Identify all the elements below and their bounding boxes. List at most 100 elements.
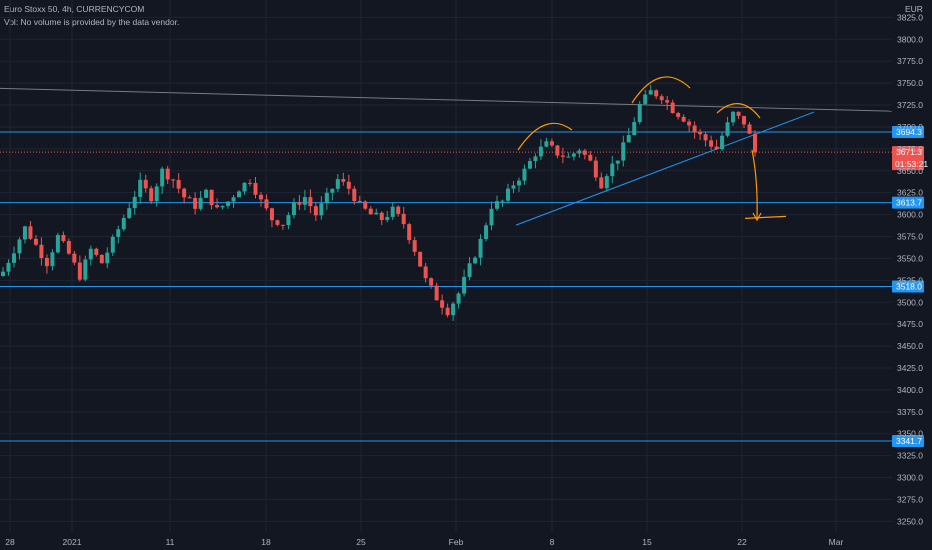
price-axis[interactable]: 3825.0 3800.0 3775.0 3750.0 3725.0 3700.0 3675…	[897, 4, 923, 526]
candle-body	[390, 206, 395, 217]
y-tick-label: 3500.0	[897, 297, 923, 307]
candle-body	[560, 155, 565, 157]
candle-body	[538, 146, 543, 157]
candle	[478, 234, 483, 266]
level-price-label: 3613.7	[896, 198, 922, 208]
candle-body	[681, 116, 686, 122]
candle	[61, 231, 66, 243]
candle-body	[753, 133, 757, 153]
head-arc	[631, 76, 691, 104]
candle	[714, 139, 719, 151]
candle-body	[44, 257, 49, 267]
candle	[522, 164, 527, 185]
candle	[280, 224, 285, 230]
candle-body	[714, 146, 719, 150]
candle	[648, 84, 653, 95]
pattern-annotations	[517, 76, 787, 222]
candle-body	[66, 241, 71, 254]
candle-body	[566, 156, 571, 158]
candle-body	[577, 150, 582, 154]
candle	[346, 174, 351, 195]
candle	[313, 202, 318, 221]
candle	[385, 211, 390, 223]
candle-body	[742, 115, 747, 125]
candle-body	[698, 131, 703, 135]
candle	[286, 212, 291, 230]
candle	[753, 130, 757, 157]
candle-body	[456, 293, 461, 304]
candle-body	[39, 244, 44, 258]
candle-body	[599, 177, 604, 189]
candle-body	[204, 189, 209, 198]
candle-body	[346, 181, 351, 189]
candle-body	[176, 180, 181, 189]
candle-body	[670, 102, 675, 114]
candle-body	[637, 103, 642, 123]
candle	[626, 127, 631, 143]
candle	[198, 190, 203, 211]
level-price-label: 3694.3	[896, 127, 922, 137]
candle	[637, 100, 642, 125]
candle	[319, 196, 324, 220]
candle	[731, 110, 736, 126]
candle-body	[99, 254, 104, 264]
horizontal-levels: 3694.3 3613.7 3518.0 3341.7 3671.3 01:53:21	[0, 125, 928, 448]
candle-body	[286, 215, 291, 226]
candle	[549, 138, 554, 148]
candle-body	[626, 135, 631, 143]
candle	[374, 208, 379, 215]
x-tick-label: 11	[166, 537, 175, 547]
candle-body	[571, 153, 576, 157]
y-tick-label: 3725.0	[897, 100, 923, 110]
candle-body	[511, 185, 516, 189]
candle-body	[313, 206, 318, 216]
candle-body	[522, 168, 527, 181]
y-tick-label: 3375.0	[897, 407, 923, 417]
candle-body	[94, 248, 99, 255]
symbol-title: Euro Stoxx 50, 4h, CURRENCYCOM	[4, 4, 145, 14]
candle-body	[248, 182, 253, 184]
candle	[1, 267, 5, 277]
candle	[681, 114, 686, 123]
candle	[615, 160, 620, 171]
candle	[467, 256, 472, 281]
candle	[473, 256, 478, 265]
projection-arrow-head	[752, 212, 762, 222]
candle-body	[544, 141, 549, 147]
candle-body	[187, 197, 192, 199]
level-price-tag	[892, 280, 924, 293]
candle-body	[297, 202, 302, 205]
candle	[516, 177, 521, 192]
candle	[127, 202, 132, 219]
candle	[99, 254, 104, 264]
candle	[582, 148, 587, 160]
candle	[670, 99, 675, 114]
candle-body	[352, 188, 357, 201]
candle	[324, 187, 329, 210]
candle-body	[368, 208, 373, 215]
candle-body	[429, 278, 434, 286]
candle-body	[495, 201, 500, 209]
candle	[560, 147, 565, 164]
x-tick-label: 28	[5, 537, 15, 547]
candle-body	[17, 239, 22, 254]
candle-body	[725, 122, 730, 136]
candle	[538, 139, 543, 160]
candle-body	[385, 216, 390, 220]
candle	[368, 206, 373, 215]
candle	[269, 207, 274, 228]
candle-body	[237, 191, 242, 198]
time-axis[interactable]: 28 2021 11 18 25 Feb 8 15 22 Mar	[5, 537, 843, 547]
x-tick-label: Feb	[449, 537, 464, 547]
candle-body	[28, 226, 33, 239]
candle	[138, 172, 143, 204]
candle	[28, 221, 33, 241]
candle-body	[88, 248, 93, 260]
candle	[703, 132, 708, 147]
x-tick-label: 25	[356, 537, 366, 547]
candle	[220, 205, 225, 210]
current-price-label: 3671.3	[896, 147, 922, 157]
candle-body	[77, 262, 82, 280]
candle-body	[269, 208, 274, 221]
